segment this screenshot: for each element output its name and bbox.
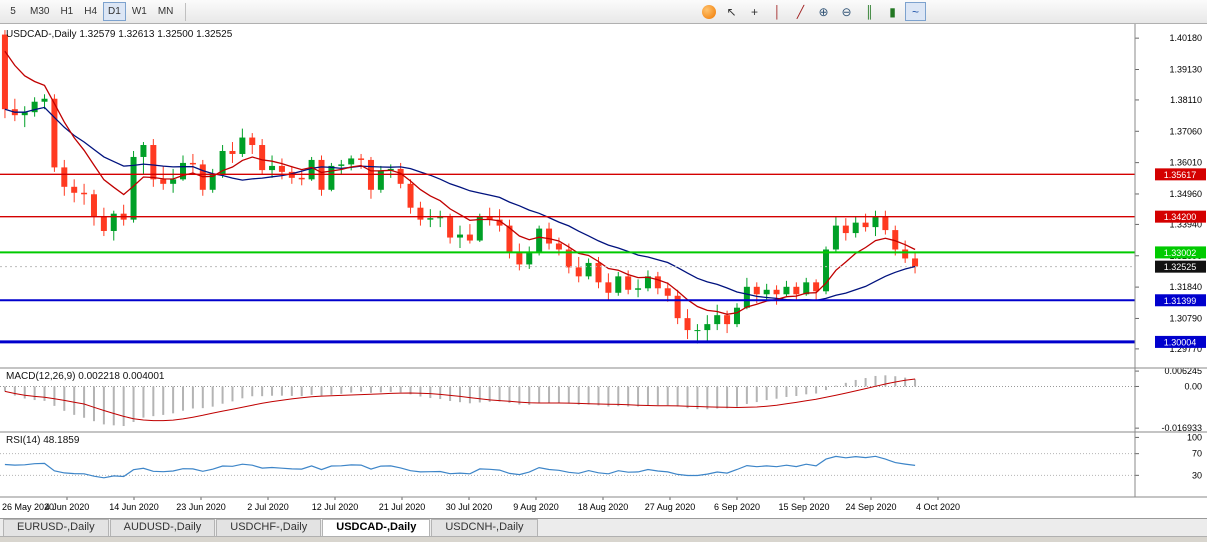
svg-text:1.40180: 1.40180: [1169, 33, 1202, 43]
svg-text:6 Sep 2020: 6 Sep 2020: [714, 502, 760, 512]
svg-text:26 May 2020: 26 May 2020: [2, 502, 54, 512]
trendline-icon[interactable]: ╱: [796, 4, 805, 19]
svg-text:2 Jul 2020: 2 Jul 2020: [247, 502, 289, 512]
tab-usdcnh-daily[interactable]: USDCNH-,Daily: [431, 519, 538, 536]
price-axis: 1.40180 1.39130 1.38110 1.37060 1.36010 1.349…: [1135, 33, 1206, 354]
toolbar-icons: ↖ + │ ╱ ⊕ ⊖ ║ ▮ ~: [698, 2, 926, 21]
svg-text:9 Aug 2020: 9 Aug 2020: [513, 502, 559, 512]
zoom-in-icon[interactable]: ⊕: [818, 4, 829, 19]
mql-logo-icon[interactable]: [698, 2, 719, 21]
svg-text:1.29770: 1.29770: [1169, 344, 1202, 354]
top-toolbar: 5 M30 H1 H4 D1 W1 MN ↖ + │ ╱ ⊕ ⊖ ║ ▮ ~: [0, 0, 1207, 24]
chart-symbol-ohlc-label: USDCAD-,Daily 1.32579 1.32613 1.32500 1.…: [6, 29, 233, 40]
svg-text:100: 100: [1187, 432, 1202, 442]
timeframe-button-h4[interactable]: H4: [84, 6, 98, 17]
zoom-out-icon[interactable]: ⊖: [841, 4, 852, 19]
tab-usdcad-daily[interactable]: USDCAD-,Daily: [322, 519, 431, 536]
tab-audusd-daily[interactable]: AUDUSD-,Daily: [109, 519, 216, 536]
svg-text:24 Sep 2020: 24 Sep 2020: [845, 502, 896, 512]
main-price-panel: [0, 30, 1135, 344]
candlestick-chart-icon[interactable]: ▮: [889, 4, 896, 19]
svg-text:4 Oct 2020: 4 Oct 2020: [916, 502, 960, 512]
toolbar-divider: [185, 2, 187, 21]
svg-text:1.31399: 1.31399: [1164, 296, 1197, 306]
timeframe-button-m30[interactable]: M30: [30, 6, 50, 17]
tab-eurusd-daily[interactable]: EURUSD-,Daily: [3, 519, 109, 536]
timeframe-button-d1[interactable]: D1: [103, 2, 126, 21]
svg-text:30: 30: [1192, 470, 1202, 480]
svg-text:1.37060: 1.37060: [1169, 126, 1202, 136]
svg-text:1.30004: 1.30004: [1164, 337, 1197, 347]
timeframe-button-mn[interactable]: MN: [157, 6, 174, 17]
svg-text:-0.016933: -0.016933: [1161, 423, 1202, 433]
timeframe-buttons: 5 M30 H1 H4 D1 W1 MN: [2, 2, 179, 21]
bar-chart-icon[interactable]: ║: [865, 4, 874, 19]
timeframe-button-h1[interactable]: H1: [60, 6, 74, 17]
svg-text:4 Jun 2020: 4 Jun 2020: [45, 502, 90, 512]
crosshair-icon[interactable]: +: [750, 4, 758, 19]
svg-text:1.30790: 1.30790: [1169, 313, 1202, 323]
chart-window: 0.006245 0.00 -0.016933 100 70 30 1.40180 1.391…: [0, 24, 1207, 518]
svg-text:1.31840: 1.31840: [1169, 282, 1202, 292]
line-chart-icon[interactable]: ~: [905, 2, 926, 21]
svg-text:30 Jul 2020: 30 Jul 2020: [446, 502, 493, 512]
svg-text:23 Jun 2020: 23 Jun 2020: [176, 502, 226, 512]
svg-text:1.34200: 1.34200: [1164, 212, 1197, 222]
svg-text:18 Aug 2020: 18 Aug 2020: [578, 502, 629, 512]
cursor-icon[interactable]: ↖: [726, 4, 737, 19]
svg-text:1.35617: 1.35617: [1164, 170, 1197, 180]
macd-indicator-label: MACD(12,26,9) 0.002218 0.004001: [6, 371, 165, 382]
vertical-line-icon[interactable]: │: [773, 4, 782, 19]
svg-text:1.34960: 1.34960: [1169, 189, 1202, 199]
svg-text:1.39130: 1.39130: [1169, 64, 1202, 74]
svg-text:21 Jul 2020: 21 Jul 2020: [379, 502, 426, 512]
svg-text:0.006245: 0.006245: [1164, 366, 1202, 376]
svg-text:1.36010: 1.36010: [1169, 158, 1202, 168]
svg-text:1.33940: 1.33940: [1169, 219, 1202, 229]
rsi-indicator-label: RSI(14) 48.1859: [6, 435, 80, 446]
panel-separators: [0, 24, 1207, 498]
timeframe-button-5[interactable]: 5: [10, 6, 16, 17]
timeframe-button-w1[interactable]: W1: [131, 6, 147, 17]
status-bar: [0, 536, 1207, 542]
svg-text:0.00: 0.00: [1184, 381, 1202, 391]
rsi-panel: 100 70 30: [0, 432, 1202, 480]
svg-text:70: 70: [1192, 449, 1202, 459]
svg-text:27 Aug 2020: 27 Aug 2020: [645, 502, 696, 512]
svg-text:12 Jul 2020: 12 Jul 2020: [312, 502, 359, 512]
tab-usdchf-daily[interactable]: USDCHF-,Daily: [216, 519, 322, 536]
mql-logo-glyph: [701, 4, 716, 19]
svg-text:1.33002: 1.33002: [1164, 248, 1197, 258]
svg-text:1.32525: 1.32525: [1164, 262, 1197, 272]
chart-tab-bar: EURUSD-,Daily AUDUSD-,Daily USDCHF-,Daily U…: [0, 518, 1207, 536]
svg-text:14 Jun 2020: 14 Jun 2020: [109, 502, 159, 512]
svg-text:15 Sep 2020: 15 Sep 2020: [778, 502, 829, 512]
macd-panel: 0.006245 0.00 -0.016933: [0, 366, 1202, 433]
svg-text:1.38110: 1.38110: [1170, 95, 1202, 105]
